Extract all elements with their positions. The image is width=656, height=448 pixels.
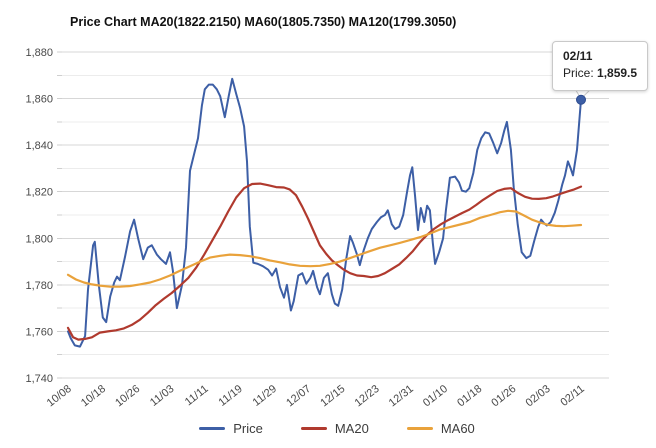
y-axis-label: 1,860 [25, 94, 53, 106]
x-axis-label: 11/11 [183, 383, 211, 408]
x-axis-label: 10/18 [79, 383, 108, 409]
x-axis-label: 01/18 [455, 383, 484, 409]
x-axis-label: 11/03 [148, 383, 176, 409]
y-axis-label: 1,840 [25, 140, 53, 152]
y-axis-label: 1,760 [25, 326, 53, 338]
x-axis-label: 01/26 [489, 383, 518, 409]
legend-item-price[interactable]: Price [199, 421, 263, 436]
x-axis-label: 02/11 [558, 383, 586, 409]
legend-item-ma20[interactable]: MA20 [300, 421, 369, 436]
tooltip-date: 02/11 [563, 49, 593, 63]
x-axis-label: 02/03 [524, 383, 553, 409]
legend-label-ma20: MA20 [334, 421, 369, 436]
y-axis-label: 1,740 [25, 373, 53, 385]
x-axis-label: 10/26 [113, 383, 142, 409]
tooltip-price-label: Price: [563, 66, 594, 81]
ma20-line-swatch [300, 427, 327, 430]
x-axis-label: 10/08 [45, 383, 74, 409]
price-line [67, 77, 582, 348]
price-point-marker[interactable] [576, 94, 586, 105]
tooltip: 02/11 Price: 1,859.5 [552, 41, 649, 91]
ma20-line [66, 182, 583, 341]
x-axis-label: 11/29 [251, 383, 279, 409]
x-axis-label: 01/10 [421, 383, 450, 409]
y-axis-label: 1,880 [25, 47, 53, 59]
tooltip-price-value: 1,859.5 [597, 66, 638, 81]
x-axis-label: 12/23 [353, 383, 382, 409]
legend-label-ma60: MA60 [440, 421, 475, 436]
chart-title: Price Chart MA20(1822.2150) MA60(1805.73… [70, 15, 457, 29]
y-axis-label: 1,800 [25, 233, 53, 245]
y-axis-label: 1,820 [25, 187, 53, 199]
y-axis-label: 1,780 [25, 280, 53, 292]
legend-item-ma60[interactable]: MA60 [406, 421, 475, 436]
x-axis-label: 12/31 [387, 383, 416, 409]
ma60-line-swatch [406, 427, 433, 430]
chart-legend: Price MA20 MA60 [64, 421, 610, 436]
x-axis-label: 12/07 [284, 383, 313, 409]
tooltip-price-line: Price: 1,859.5 [563, 65, 637, 82]
x-axis-label: 11/19 [216, 383, 244, 409]
price-line-swatch [199, 427, 226, 430]
x-axis-label: 12/15 [318, 383, 347, 409]
legend-label-price: Price [233, 421, 263, 436]
ma60-line [66, 209, 583, 288]
